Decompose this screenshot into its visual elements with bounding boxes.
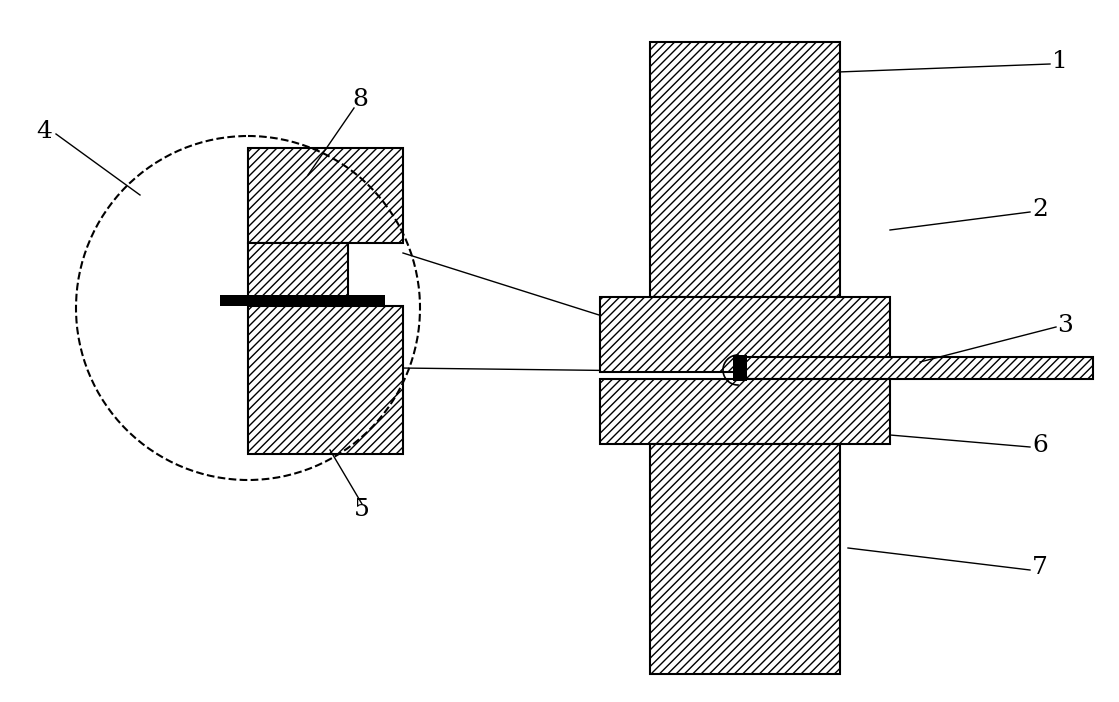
Bar <box>650 42 840 297</box>
Bar <box>739 357 1093 379</box>
Text: 8: 8 <box>352 88 368 112</box>
Bar <box>600 379 890 444</box>
Text: 1: 1 <box>1052 51 1068 74</box>
Bar <box>733 355 747 381</box>
Text: 3: 3 <box>1057 314 1073 336</box>
Text: 6: 6 <box>1032 434 1047 456</box>
Bar <box>650 444 840 674</box>
Text: 4: 4 <box>36 121 51 143</box>
Bar <box>600 297 890 372</box>
Bar <box>248 306 403 454</box>
Text: 2: 2 <box>1032 199 1047 222</box>
Text: 7: 7 <box>1032 557 1047 579</box>
Bar <box>248 243 348 298</box>
Bar <box>248 148 403 243</box>
Bar <box>220 295 385 306</box>
Text: 5: 5 <box>354 498 370 522</box>
